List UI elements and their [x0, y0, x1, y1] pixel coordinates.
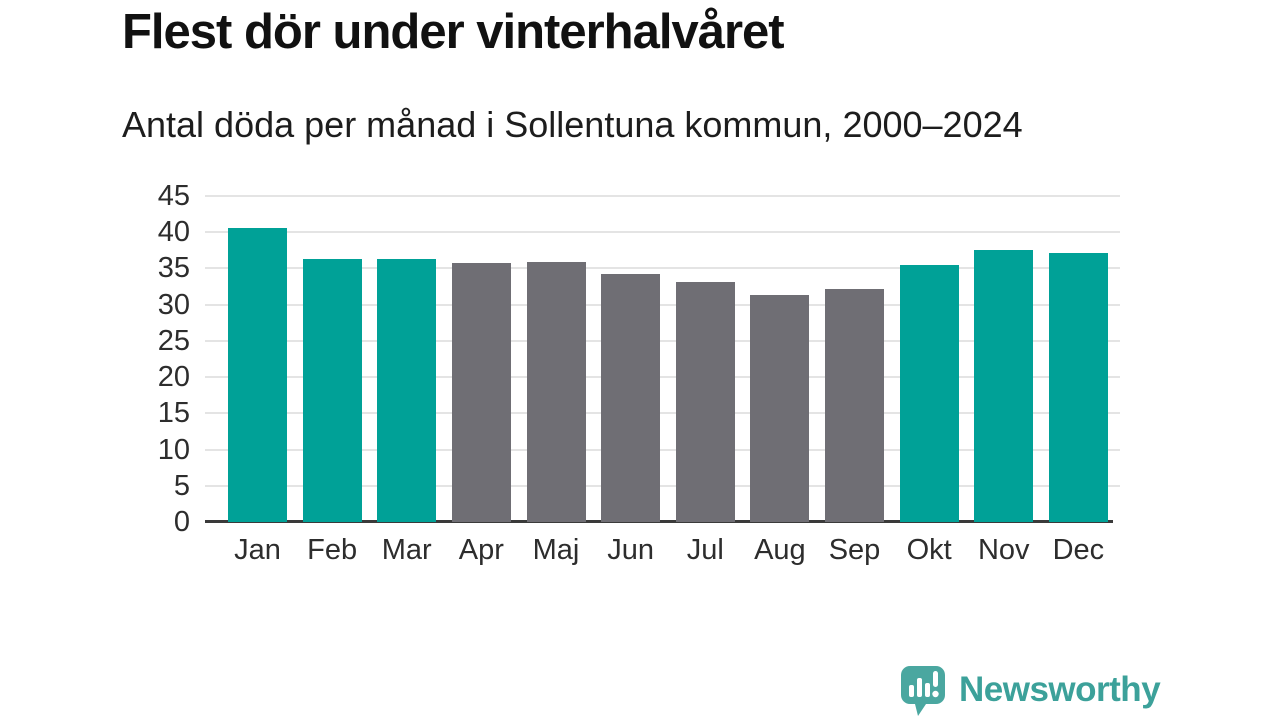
y-tick-label-35: 35: [157, 252, 190, 285]
y-tick-label-15: 15: [157, 397, 190, 430]
bar-okt: [899, 264, 959, 522]
newsworthy-logo-icon: [901, 666, 945, 716]
x-tick-label-sep: Sep: [828, 534, 881, 566]
gridline-35: [205, 267, 1120, 270]
gridline-30: [205, 303, 1120, 306]
x-tick-label-jul: Jul: [686, 534, 724, 566]
x-tick-label-jan: Jan: [234, 534, 281, 566]
x-tick-label-nov: Nov: [977, 534, 1030, 566]
bars-container: [228, 196, 1108, 522]
x-tick-label-feb: Feb: [307, 534, 358, 566]
y-tick-label-45: 45: [157, 180, 190, 212]
bar-dec: [1048, 253, 1108, 522]
bar-jun: [601, 274, 661, 522]
bar-jan: [228, 227, 287, 522]
y-tick-label-40: 40: [157, 216, 190, 249]
chart-subtitle: Antal döda per månad i Sollentuna kommun…: [122, 104, 1023, 145]
bar-apr: [451, 262, 511, 522]
x-tick-label-maj: Maj: [532, 534, 580, 566]
gridline-10: [205, 448, 1120, 451]
y-tick-label-5: 5: [173, 469, 190, 502]
x-tick-label-jun: Jun: [607, 534, 654, 566]
y-tick-label-25: 25: [157, 324, 190, 357]
x-axis-labels: Jan Feb Mar Apr Maj Jun Jul Aug Sep Okt Nov Dec: [228, 534, 1108, 567]
gridline-15: [205, 412, 1120, 415]
x-tick-label-apr: Apr: [458, 534, 504, 566]
gridline-45: [205, 195, 1120, 197]
x-tick-label-okt: Okt: [906, 534, 952, 566]
bar-jul: [675, 281, 735, 522]
chart-title: Flest dör under vinterhalvåret: [122, 5, 785, 59]
gridline-5: [205, 484, 1120, 487]
y-tick-label-0: 0: [173, 506, 190, 538]
y-tick-label-10: 10: [157, 433, 190, 466]
bar-maj: [526, 261, 586, 522]
y-tick-label-20: 20: [157, 361, 190, 394]
bar-feb: [302, 259, 362, 522]
gridline-25: [205, 339, 1120, 342]
bar-mar: [377, 259, 437, 522]
x-tick-label-aug: Aug: [754, 534, 806, 566]
gridline-40: [205, 231, 1120, 234]
x-tick-label-mar: Mar: [381, 534, 432, 566]
bar-sep: [825, 289, 884, 522]
bar-nov: [974, 250, 1034, 522]
y-tick-label-30: 30: [157, 288, 190, 321]
gridline-20: [205, 376, 1120, 379]
brand-footer: Newsworthy: [896, 663, 1161, 717]
brand-name: Newsworthy: [959, 670, 1161, 709]
x-tick-label-dec: Dec: [1052, 534, 1105, 566]
bar-aug: [750, 295, 810, 522]
